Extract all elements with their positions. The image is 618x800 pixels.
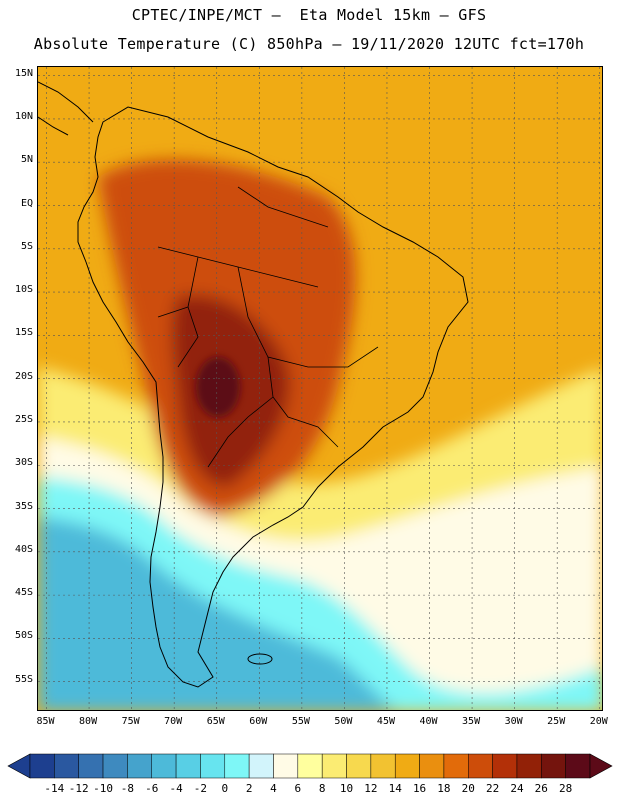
colorbar-tick-label: 6	[294, 782, 302, 795]
lon-tick-label: 30W	[504, 716, 523, 727]
colorbar-tick-label: 10	[339, 782, 354, 795]
colorbar-cell	[468, 753, 493, 779]
map-canvas	[38, 67, 602, 710]
colorbar-cell	[29, 753, 55, 779]
colorbar-cell	[78, 753, 104, 779]
colorbar-arrow-right	[589, 753, 613, 779]
south-america-coastline	[77, 106, 469, 688]
colorbar-tick-label: 20	[461, 782, 475, 795]
colorbar-tick-label: 22	[485, 782, 500, 795]
colorbar-tick-label: -8	[120, 782, 135, 795]
lon-tick-label: 20W	[589, 716, 608, 727]
colorbar-cell	[224, 753, 250, 779]
colorbar-tick-label: 12	[364, 782, 378, 795]
colorbar-tick-label: -14	[44, 782, 65, 795]
colorbar-tick-label: 14	[388, 782, 402, 795]
colorbar-tick-label: 28	[559, 782, 573, 795]
colorbar-cell	[492, 753, 518, 779]
lat-tick-label: 15S	[14, 327, 33, 339]
lon-tick-label: 50W	[334, 716, 353, 727]
colorbar-tick-label: 8	[318, 782, 326, 795]
lon-tick-label: 65W	[206, 716, 225, 727]
colorbar-cell	[127, 753, 152, 779]
falkland-islands	[247, 653, 273, 665]
colorbar-cell	[273, 753, 299, 779]
colorbar-tick-label: -4	[169, 782, 183, 795]
colorbar-tick-label: 2	[245, 782, 253, 795]
colorbar-tick-label: 18	[437, 782, 451, 795]
lat-tick-label: 5S	[20, 240, 33, 252]
colorbar-cell	[297, 753, 323, 779]
lon-tick-label: 60W	[249, 716, 268, 727]
colorbar-cell	[443, 753, 469, 779]
colorbar-tick-label: -6	[145, 782, 159, 795]
lat-tick-label: 15N	[14, 67, 33, 79]
lat-tick-label: 40S	[14, 543, 33, 555]
lon-tick-label: 70W	[164, 716, 183, 727]
lat-tick-label: 25S	[14, 413, 33, 425]
lat-tick-label: 50S	[14, 630, 33, 642]
country-borders	[157, 186, 379, 468]
lon-tick-label: 55W	[291, 716, 310, 727]
colorbar-cell	[54, 753, 79, 779]
colorbar-tick-label: 24	[510, 782, 524, 795]
lat-tick-label: 10S	[14, 284, 33, 296]
lat-tick-label: 35S	[14, 500, 33, 512]
colorbar-cell	[248, 753, 274, 779]
lon-tick-label: 35W	[462, 716, 481, 727]
colorbar-arrow-left	[7, 753, 31, 779]
colorbar-cell	[516, 753, 542, 779]
colorbar-tick-label: -12	[68, 782, 89, 795]
colorbar-tick-label: 16	[412, 782, 427, 795]
colorbar-cell	[151, 753, 177, 779]
central-america-coastline	[38, 81, 94, 136]
lat-tick-label: 20S	[14, 370, 33, 382]
lat-tick-label: 55S	[14, 673, 33, 685]
colorbar-cell	[200, 753, 226, 779]
lat-tick-label: 45S	[14, 587, 33, 599]
temperature-field	[38, 159, 602, 710]
colorbar-cell	[541, 753, 566, 779]
lon-tick-label: 45W	[376, 716, 395, 727]
colorbar-cell	[321, 753, 347, 779]
lat-lon-grid	[38, 67, 602, 710]
map-title: CPTEC/INPE/MCT – Eta Model 15km – GFS	[131, 6, 487, 24]
colorbar-tick-label: -2	[193, 782, 208, 795]
cold-band	[38, 517, 395, 710]
colorbar-cell	[175, 753, 201, 779]
hot-core-spot	[196, 357, 240, 417]
colorbar-cell	[419, 753, 445, 779]
lat-tick-label: 10N	[14, 110, 33, 122]
colorbar-cell	[394, 753, 420, 779]
lon-tick-label: 80W	[79, 716, 98, 727]
temperature-map	[37, 66, 603, 711]
lon-tick-label: 40W	[419, 716, 438, 727]
lon-tick-label: 75W	[121, 716, 140, 727]
lat-tick-label: EQ	[20, 197, 33, 209]
lon-tick-label: 85W	[36, 716, 55, 727]
colorbar-tick-label: 0	[221, 782, 229, 795]
colorbar-tick-label: 4	[270, 782, 277, 795]
colorbar-tick-label: 26	[534, 782, 548, 795]
colorbar-cell	[346, 753, 372, 779]
lat-tick-label: 5N	[20, 154, 33, 166]
colorbar-cell	[370, 753, 396, 779]
colorbar-cell	[102, 753, 128, 779]
colorbar-tick-label: -10	[93, 782, 113, 795]
map-subtitle: Absolute Temperature (C) 850hPa – 19/11/…	[33, 35, 585, 53]
lat-tick-label: 30S	[14, 457, 33, 469]
lon-tick-label: 25W	[547, 716, 566, 727]
colorbar-cell	[565, 753, 591, 779]
